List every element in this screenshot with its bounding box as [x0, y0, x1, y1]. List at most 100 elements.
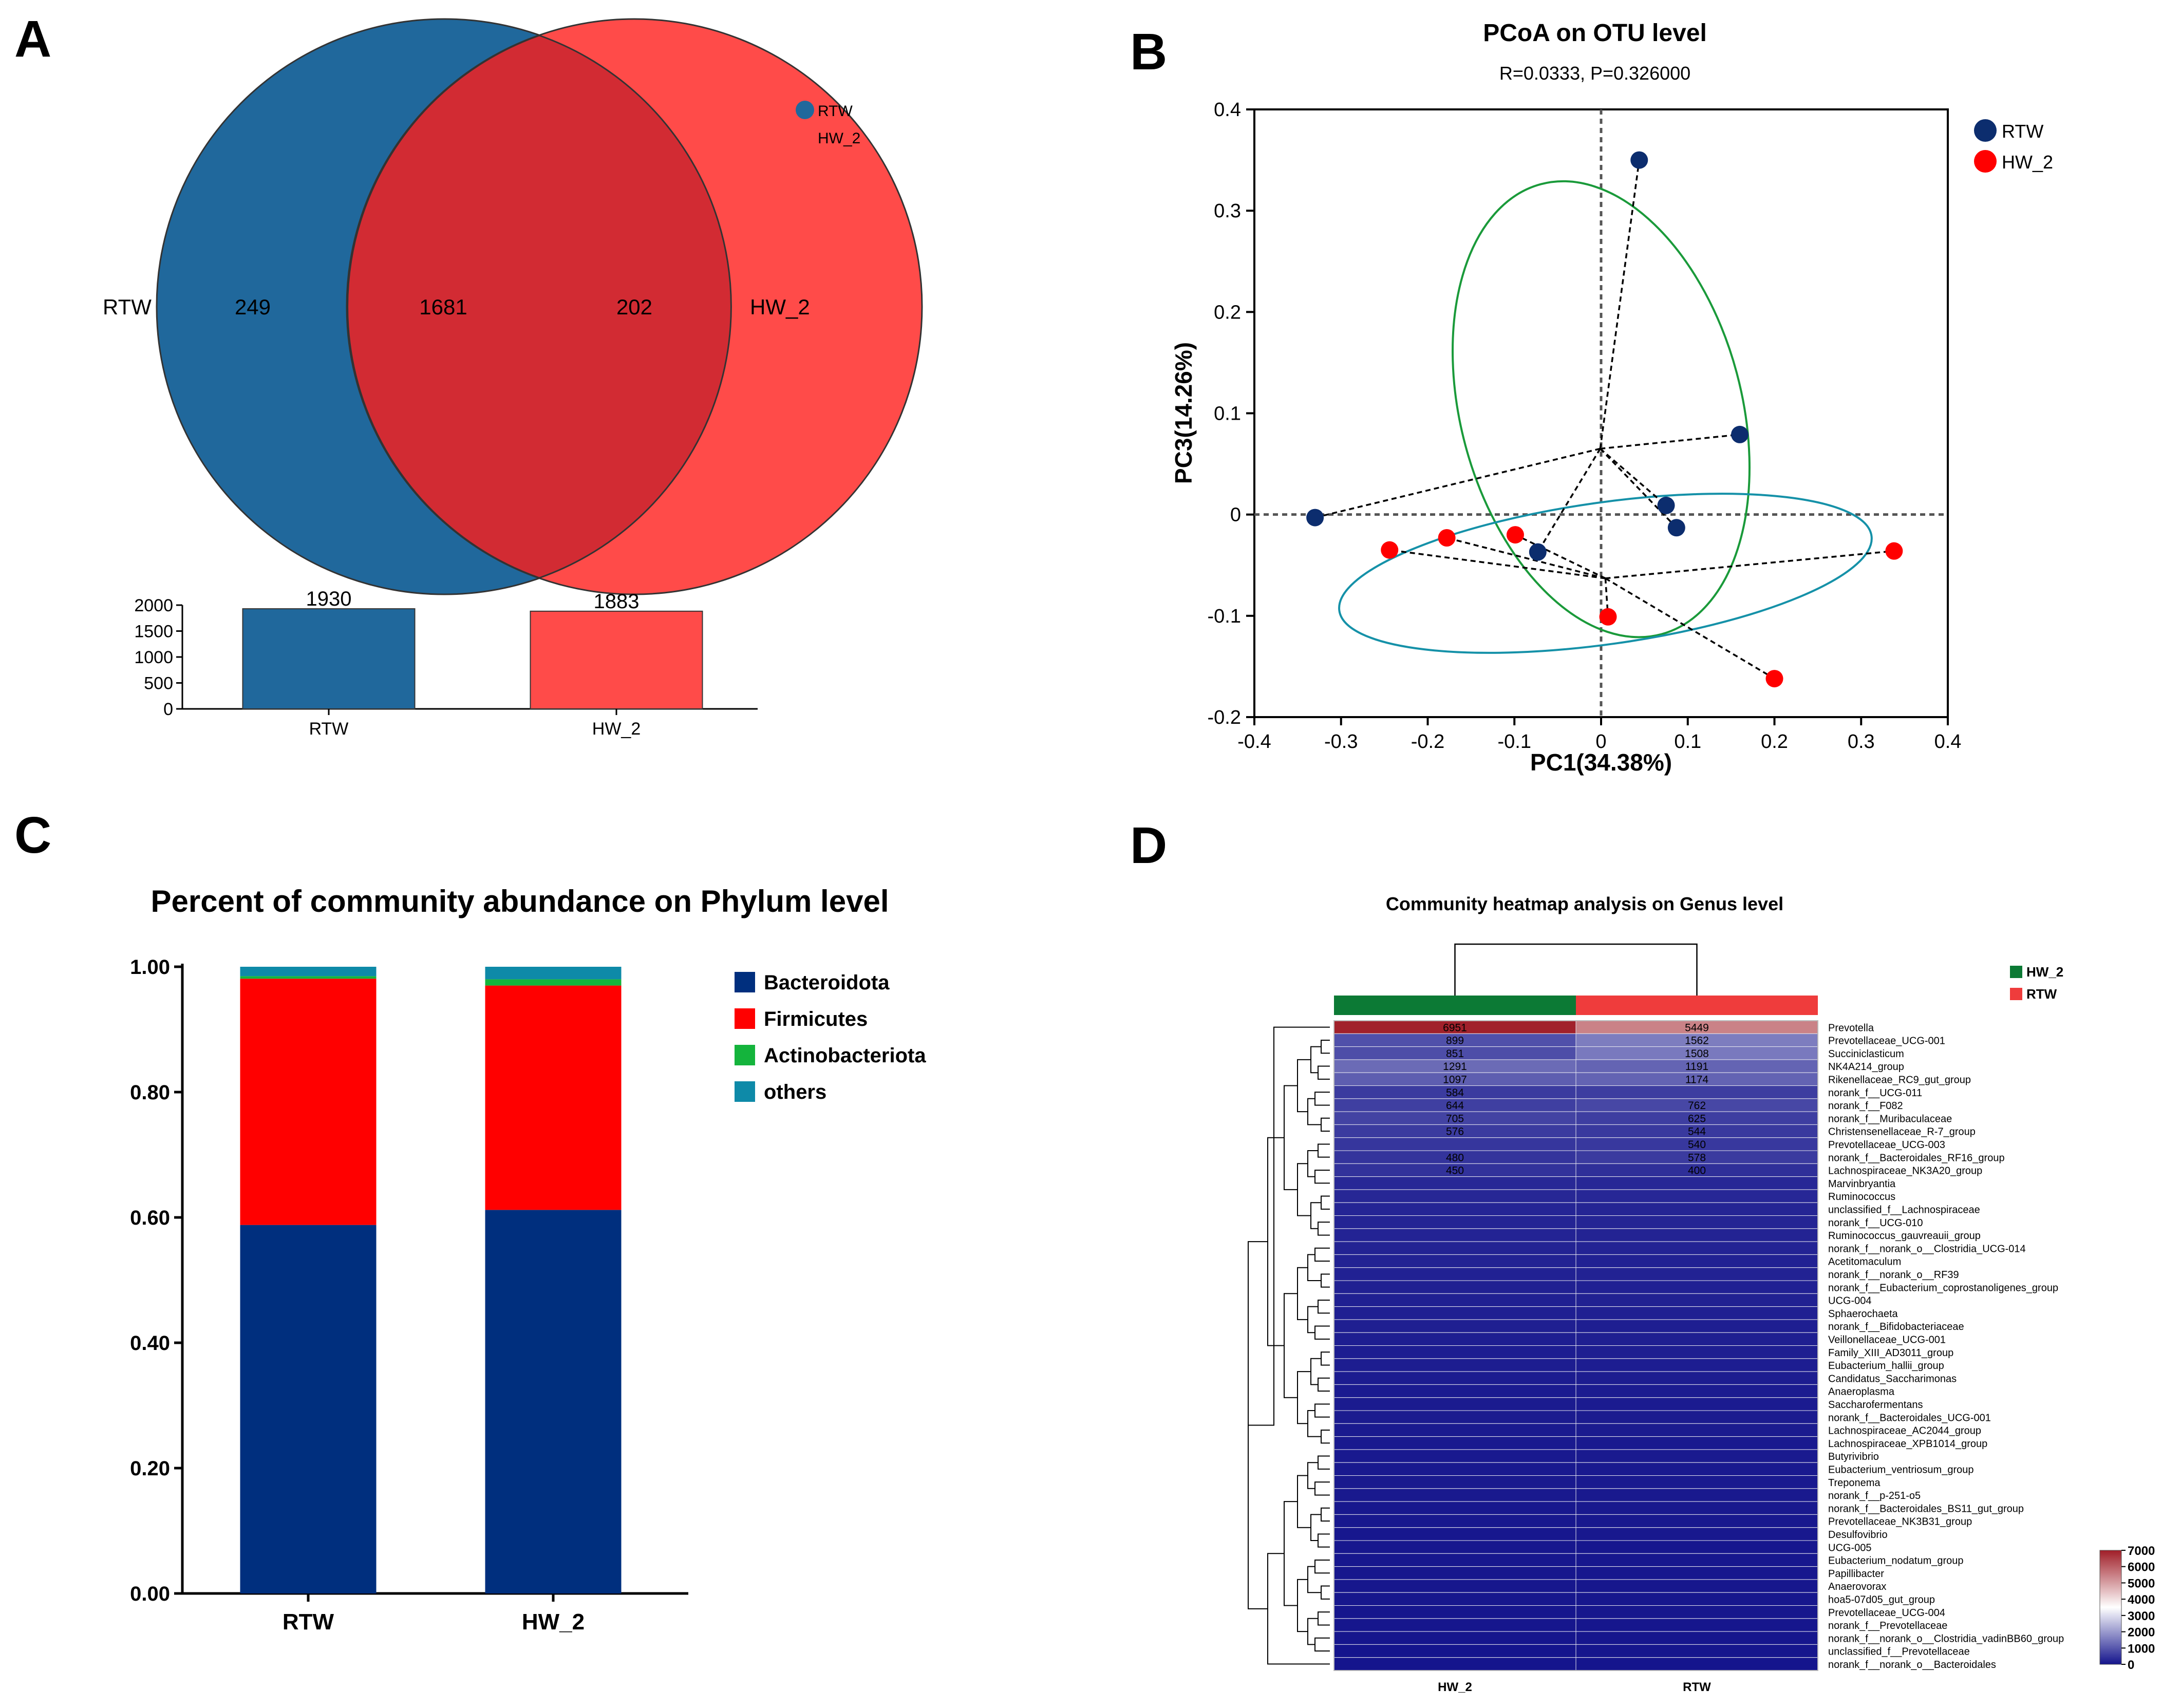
colorbar-tick-label: 2000: [2128, 1626, 2155, 1640]
colorbar-tick-label: 7000: [2128, 1544, 2155, 1558]
row-dendrogram-branch: [1284, 1501, 1298, 1606]
pcoa-x-tick-label: 0.3: [1848, 731, 1875, 753]
group-legend-swatch-rtw: [2010, 988, 2022, 1000]
row-dendrogram-branch: [1307, 1306, 1318, 1334]
legend-dot-hw2: [796, 128, 814, 146]
sample-point-hw2: [1381, 541, 1399, 559]
centroid-spoke: [1600, 448, 1678, 529]
row-dendrogram-branch: [1321, 1585, 1330, 1600]
group-strip-rtw: [1576, 996, 1818, 1015]
heatmap-cell-value: 450: [1446, 1165, 1464, 1177]
sample-point-rtw: [1731, 425, 1749, 443]
pcoa-subtitle: R=0.0333, P=0.326000: [1499, 63, 1690, 84]
heatmap-row-label: Prevotellaceae_UCG-004: [1828, 1607, 1945, 1619]
legend-swatch-actinobacteriota: [735, 1045, 755, 1065]
sample-point-hw2: [1765, 670, 1783, 688]
heatmap-cell: [1333, 1462, 1576, 1476]
row-dendrogram-branch: [1310, 1358, 1321, 1385]
heatmap-cell: [1333, 1306, 1576, 1320]
heatmap-cell: [1575, 1475, 1818, 1489]
heatmap-row-label: Candidatus_Saccharimonas: [1828, 1373, 1957, 1384]
heatmap-row-label: Sphaerochaeta: [1828, 1308, 1898, 1320]
heatmap-row-label: norank_f__Bacteroidales_BS11_gut_group: [1828, 1503, 2024, 1514]
colorbar-tick-label: 4000: [2128, 1593, 2155, 1607]
heatmap-cell-value: 540: [1688, 1139, 1706, 1151]
heatmap-cell: [1333, 1488, 1576, 1502]
heatmap-cell: [1575, 1592, 1818, 1606]
heatmap-cell: [1575, 1410, 1818, 1424]
pcoa-x-tick-label: -0.4: [1237, 731, 1271, 753]
heatmap-cell: [1333, 1280, 1576, 1294]
heatmap-title: Community heatmap analysis on Genus leve…: [1386, 893, 1783, 914]
stacked-bar-rtw-others: [240, 967, 377, 977]
heatmap-plot-area: 6951 5449 Prevotella 899 1562 Prevotellaceae_…: [1248, 943, 2155, 1694]
heatmap-row-label: Lachnospiraceae_XPB1014_group: [1828, 1438, 1987, 1450]
heatmap-cell: [1333, 1501, 1576, 1515]
heatmap-cell: [1333, 1514, 1576, 1528]
heatmap-row-label: norank_f__Prevotellaceae: [1828, 1620, 1947, 1631]
heatmap-cell: [1575, 1384, 1818, 1398]
heatmap-row-label: Prevotella: [1828, 1022, 1874, 1034]
heatmap-cell: [1575, 1345, 1818, 1359]
row-dendrogram-branch: [1318, 1065, 1330, 1080]
heatmap-row-label: Acetitomaculum: [1828, 1256, 1901, 1268]
bar-value-label: 1883: [594, 590, 640, 613]
heatmap-cell-value: 899: [1446, 1035, 1464, 1047]
row-dendrogram-branch: [1314, 1559, 1330, 1574]
phylum-x-tick-label: RTW: [283, 1609, 334, 1635]
bar-y-tick-label: 1500: [134, 622, 173, 642]
phylum-y-tick-label: 1.00: [130, 956, 170, 979]
pcoa-y-tick-label: 0.2: [1214, 302, 1241, 323]
heatmap-row-label: Prevotellaceae_UCG-001: [1828, 1036, 1945, 1047]
stacked-bar-hw2-actinobacteriota: [485, 979, 622, 986]
heatmap-cell-value: 400: [1688, 1165, 1706, 1177]
bar-y-tick-label: 2000: [134, 596, 173, 615]
centroid-spoke: [1515, 534, 1606, 579]
centroid-spoke: [1605, 577, 1775, 680]
heatmap-cell: [1575, 1072, 1818, 1086]
phylum-y-tick-label: 0.20: [130, 1457, 170, 1480]
heatmap-cell-value: 762: [1688, 1100, 1706, 1112]
centroid-spoke: [1389, 549, 1606, 579]
centroid-spoke: [1600, 434, 1740, 450]
heatmap-cell: [1333, 1436, 1576, 1450]
row-dendrogram-branch: [1314, 1637, 1330, 1652]
pcoa-y-tick-label: 0.4: [1214, 99, 1241, 121]
row-dendrogram-branch: [1314, 1403, 1330, 1418]
colorbar-tick-label: 6000: [2128, 1561, 2155, 1574]
phylum-y-tick-label: 0.80: [130, 1081, 170, 1104]
group-legend-swatch-hw2: [2010, 966, 2022, 978]
sample-point-rtw: [1630, 151, 1648, 169]
heatmap-row-label: UCG-005: [1828, 1542, 1871, 1553]
row-dendrogram-branch: [1314, 1325, 1330, 1340]
heatmap-cell: [1575, 1059, 1818, 1073]
heatmap-cell: [1575, 1306, 1818, 1320]
stacked-bar-rtw-actinobacteriota: [240, 976, 377, 979]
heatmap-frame: [1333, 1020, 1818, 1671]
heatmap-cell: [1575, 1540, 1818, 1554]
row-dendrogram-branch: [1297, 1059, 1311, 1113]
row-dendrogram-branch: [1310, 1514, 1321, 1541]
heatmap-cell: [1333, 1527, 1576, 1541]
sample-point-rtw: [1667, 519, 1685, 537]
heatmap-row-label: Christensenellaceae_R-7_group: [1828, 1127, 1976, 1138]
row-dendrogram-branch: [1321, 1429, 1330, 1444]
pcoa-x-tick-label: 0.1: [1674, 731, 1701, 753]
sample-point-rtw: [1657, 496, 1675, 514]
heatmap-column-label: RTW: [1683, 1680, 1711, 1694]
bar-x-tick-label: RTW: [309, 719, 349, 739]
row-dendrogram-branch: [1307, 1462, 1318, 1489]
heatmap-cell: [1575, 1397, 1818, 1411]
centroid-spoke: [1599, 160, 1640, 449]
group-legend-label-hw2: HW_2: [2026, 964, 2063, 980]
row-dendrogram-branch: [1321, 1273, 1330, 1288]
row-dendrogram-branch: [1321, 1195, 1330, 1210]
heatmap-cell-value: 1191: [1685, 1061, 1708, 1073]
bar-value-label: 1930: [306, 588, 352, 610]
stacked-bar-hw2-bacteroidota: [485, 1210, 622, 1593]
phylum-plot-area: 0.00 0.20 0.40 0.60 0.80 1.00 RTW HW_2: [130, 956, 688, 1635]
row-dendrogram-branch: [1321, 1039, 1330, 1054]
panel-label-b: B: [1130, 23, 1167, 81]
venn-set-label-rtw: RTW: [103, 295, 152, 319]
